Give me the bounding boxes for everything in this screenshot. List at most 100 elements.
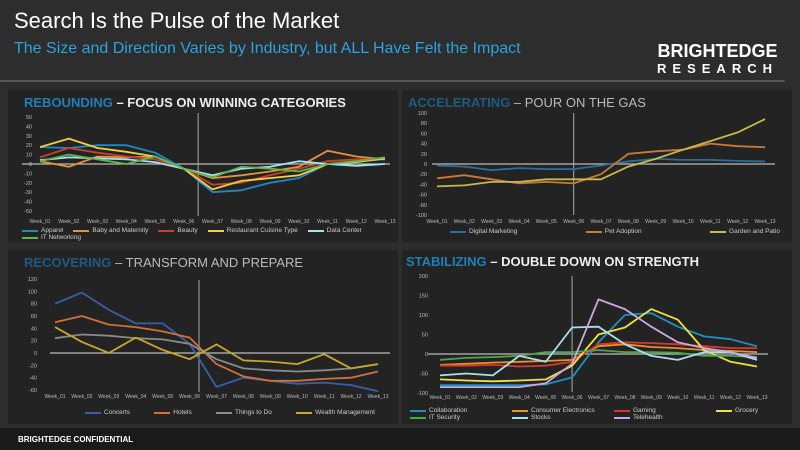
legend-item: Consumer Electronics <box>512 407 604 414</box>
title-keyword: ACCELERATING <box>408 95 511 110</box>
title-keyword: STABILIZING <box>406 254 487 269</box>
x-tick-label: Week_07 <box>202 219 223 225</box>
legend-swatch <box>710 230 727 233</box>
x-tick-label: Week_06 <box>179 394 200 400</box>
y-tick-label: -50 <box>24 209 32 215</box>
y-tick-label: 20 <box>421 152 427 158</box>
x-tick-label: Week_09 <box>259 219 280 225</box>
y-tick-label: 100 <box>419 313 428 319</box>
legend-label: Garden and Patio <box>729 228 780 235</box>
x-tick-label: Week_05 <box>536 219 557 225</box>
legend-label: Things to Do <box>234 409 272 416</box>
y-tick-label: 0 <box>425 352 428 358</box>
x-tick-label: Week_04 <box>125 394 146 400</box>
x-tick-label: Week_04 <box>116 219 137 225</box>
series-line-it-security <box>439 349 758 361</box>
series-line-pet-adoption <box>436 142 766 185</box>
legend-item: Baby and Maternity <box>73 227 148 234</box>
y-tick-label: -40 <box>24 200 32 206</box>
y-tick-label: -50 <box>420 372 428 378</box>
x-tick-label: Week_11 <box>317 219 338 225</box>
legend-label: Pet Adoption <box>604 228 642 235</box>
legend-item: Gaming <box>614 407 706 414</box>
x-tick-label: Week_01 <box>426 219 447 225</box>
legend-item: Wealth Management <box>296 409 375 416</box>
x-tick-label: Week_10 <box>667 395 688 401</box>
x-tick-label: Week_03 <box>482 395 503 401</box>
legend-swatch <box>22 229 38 232</box>
x-tick-label: Week_03 <box>87 219 108 225</box>
series-line-garden-and-patio <box>436 118 766 188</box>
x-tick-label: Week_13 <box>754 219 775 225</box>
legend-stabilizing: Collaboration Consumer Electronics Gaming G… <box>410 407 795 421</box>
x-tick-label: Week_06 <box>563 219 584 225</box>
y-tick-label: 10 <box>26 153 32 159</box>
x-tick-label: Week_07 <box>590 219 611 225</box>
y-tick-label: -60 <box>29 388 37 394</box>
legend-item: Beauty <box>158 227 198 234</box>
y-tick-label: 80 <box>31 302 37 308</box>
page-subtitle: The Size and Direction Varies by Industr… <box>14 40 521 57</box>
x-tick-label: Week_11 <box>314 394 335 400</box>
y-tick-label: 20 <box>26 143 32 149</box>
y-tick-label: -20 <box>24 181 32 187</box>
legend-accelerating: Digital Marketing Pet Adoption Garden and … <box>450 228 790 235</box>
legend-item: Telehealth <box>614 414 706 421</box>
footer-text: BRIGHTEDGE CONFIDENTIAL <box>18 435 134 444</box>
y-tick-label: -20 <box>29 363 37 369</box>
legend-item: Hotels <box>154 409 192 416</box>
x-tick-label: Week_13 <box>374 219 395 225</box>
x-tick-label: Week_13 <box>367 394 388 400</box>
x-tick-label: Week_06 <box>562 395 583 401</box>
logo-line2: RESEARCH <box>657 61 778 76</box>
y-tick-label: -100 <box>416 213 427 219</box>
footer: BRIGHTEDGE CONFIDENTIAL <box>0 428 800 450</box>
x-tick-label: Week_06 <box>173 219 194 225</box>
legend-item: Collaboration <box>410 407 502 414</box>
y-tick-label: 120 <box>28 277 37 283</box>
legend-item: Concerts <box>85 409 130 416</box>
x-tick-label: Week_10 <box>288 219 309 225</box>
legend-label: Restaurant Cuisine Type <box>226 227 298 234</box>
y-tick-label: -30 <box>24 190 32 196</box>
legend-swatch <box>22 236 38 239</box>
brightedge-logo: BRIGHTEDGE RESEARCH <box>657 42 778 75</box>
y-tick-label: 200 <box>419 274 428 280</box>
legend-rebounding: Apparel Baby and Maternity Beauty Restauran… <box>22 227 402 241</box>
legend-item: Digital Marketing <box>450 228 517 235</box>
x-tick-label: Week_11 <box>700 219 721 225</box>
legend-item: Restaurant Cuisine Type <box>207 227 298 234</box>
legend-label: Apparel <box>41 227 64 234</box>
x-tick-label: Week_13 <box>746 395 767 401</box>
series-line-wealth-management <box>54 326 379 370</box>
x-tick-label: Week_08 <box>231 219 252 225</box>
legend-swatch <box>614 416 630 419</box>
legend-label: Hotels <box>173 409 192 416</box>
x-tick-label: Week_04 <box>509 395 530 401</box>
series-line-stocks <box>439 325 758 377</box>
x-tick-label: Week_05 <box>152 394 173 400</box>
title-keyword: RECOVERING <box>24 255 112 270</box>
title-rest: – POUR ON THE GAS <box>510 95 646 110</box>
title-rest: – DOUBLE DOWN ON STRENGTH <box>486 254 699 269</box>
x-tick-label: Week_09 <box>260 394 281 400</box>
chart-title-accelerating: ACCELERATING – POUR ON THE GAS <box>408 95 646 110</box>
page-title: Search Is the Pulse of the Market <box>14 8 340 33</box>
y-tick-label: 60 <box>421 131 427 137</box>
legend-label: Consumer Electronics <box>531 407 595 414</box>
title-keyword: REBOUNDING <box>24 95 113 110</box>
legend-swatch <box>512 409 528 412</box>
y-tick-label: 30 <box>26 134 32 140</box>
series-line-concerts <box>54 291 379 393</box>
legend-label: Gaming <box>633 407 656 414</box>
y-tick-label: -40 <box>419 182 427 188</box>
series-line-things-to-do <box>54 333 379 373</box>
x-tick-label: Week_08 <box>618 219 639 225</box>
y-tick-label: 40 <box>26 124 32 130</box>
y-tick-label: -40 <box>29 376 37 382</box>
x-tick-label: Week_12 <box>727 219 748 225</box>
y-tick-label: 0 <box>34 351 37 357</box>
y-tick-label: -10 <box>24 171 32 177</box>
x-tick-label: Week_04 <box>508 219 529 225</box>
legend-label: Baby and Maternity <box>92 227 149 234</box>
